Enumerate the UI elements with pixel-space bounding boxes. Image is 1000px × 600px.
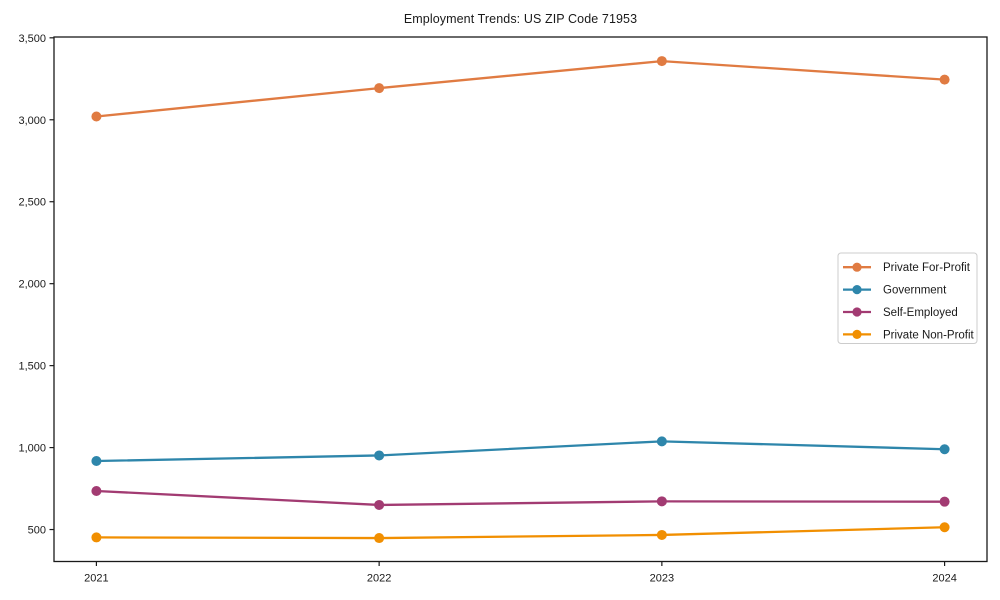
data-point-private-for-profit-2022 [374, 83, 385, 94]
legend-label: Private For-Profit [883, 262, 971, 274]
data-point-private-non-profit-2021 [91, 532, 102, 543]
y-tick-label: 2,000 [18, 279, 46, 291]
series-line-private-non-profit [95, 526, 946, 540]
data-point-private-for-profit-2021 [91, 111, 102, 122]
y-tick-label: 3,500 [18, 33, 46, 45]
legend-item-government: Government [843, 285, 947, 297]
legend-marker [852, 262, 862, 272]
data-point-private-for-profit-2024 [939, 74, 950, 85]
data-point-private-non-profit-2024 [939, 522, 950, 533]
data-point-private-for-profit-2023 [656, 56, 667, 67]
series-private-non-profit [91, 522, 950, 544]
x-tick-label: 2024 [932, 573, 956, 585]
y-axis: 500 1,000 1,500 2,000 2,500 3,000 3,500 [18, 33, 54, 537]
x-axis: 2021 2022 2023 2024 [84, 561, 957, 585]
x-tick-label: 2022 [367, 573, 391, 585]
legend: Private For-Profit Government Self-Employe… [837, 252, 978, 344]
series-line-private-for-profit [95, 59, 946, 118]
series-government [91, 436, 950, 467]
legend-marker [852, 285, 862, 295]
data-point-private-non-profit-2023 [656, 529, 667, 540]
data-point-government-2021 [91, 456, 102, 467]
legend-label: Private Non-Profit [883, 329, 975, 341]
data-point-self-employed-2023 [656, 496, 667, 507]
y-tick-label: 1,000 [18, 443, 46, 455]
legend-item-private-non-profit: Private Non-Profit [843, 329, 975, 341]
data-point-government-2022 [374, 450, 385, 461]
data-point-private-non-profit-2022 [374, 533, 385, 544]
plot-frame [53, 36, 988, 563]
y-tick-label: 1,500 [18, 361, 46, 373]
legend-marker [852, 329, 862, 339]
series-line-government [95, 440, 946, 463]
y-tick-label: 3,000 [18, 115, 46, 127]
data-point-self-employed-2022 [374, 499, 385, 510]
legend-label: Government [883, 285, 947, 297]
chart-title: Employment Trends: US ZIP Code 71953 [403, 12, 638, 26]
series-self-employed [91, 486, 950, 510]
series-private-for-profit [91, 56, 950, 122]
series-line-self-employed [95, 489, 946, 507]
legend-item-self-employed: Self-Employed [843, 307, 958, 319]
x-tick-label: 2021 [84, 573, 108, 585]
legend-marker [852, 307, 862, 317]
data-point-government-2023 [656, 436, 667, 447]
legend-item-private-for-profit: Private For-Profit [843, 262, 971, 274]
x-tick-label: 2023 [650, 573, 674, 585]
data-point-self-employed-2021 [91, 486, 102, 497]
legend-box [837, 252, 978, 344]
y-tick-label: 2,500 [18, 197, 46, 209]
y-tick-label: 500 [28, 525, 46, 537]
data-point-self-employed-2024 [939, 496, 950, 507]
data-point-government-2024 [939, 444, 950, 455]
legend-label: Self-Employed [883, 307, 958, 319]
